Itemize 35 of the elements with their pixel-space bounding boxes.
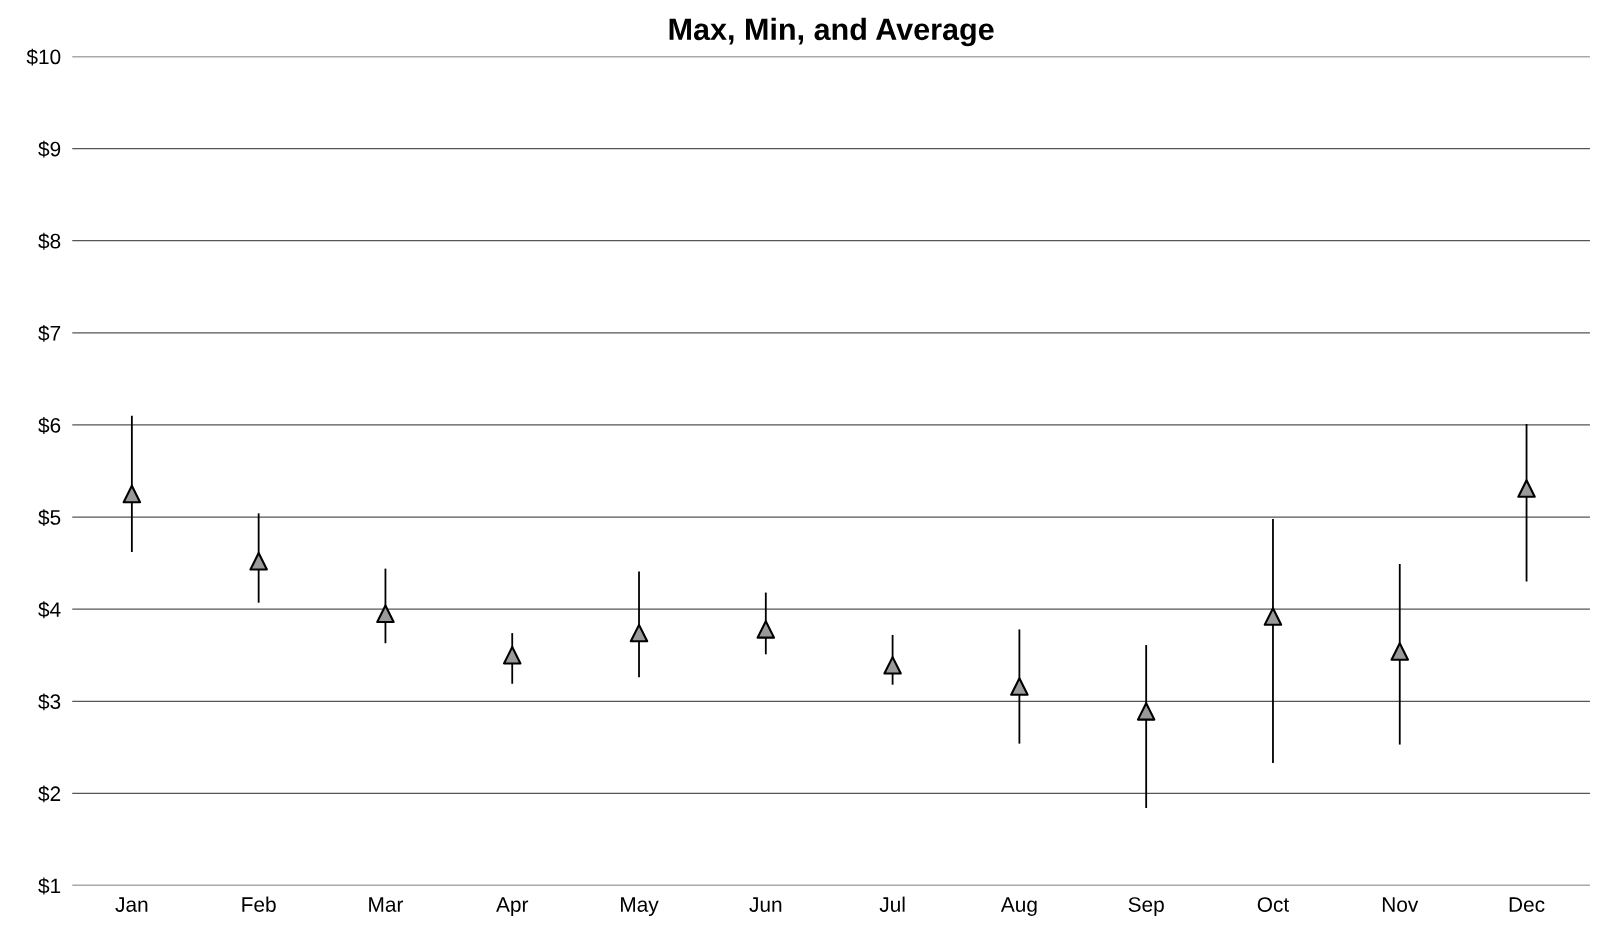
y-tick-label: $9: [38, 140, 61, 158]
point: [1136, 702, 1156, 721]
point: [629, 623, 649, 643]
x-tick-label: Dec: [1509, 897, 1545, 912]
point: [883, 656, 902, 675]
y-tick-label: $2: [38, 785, 61, 803]
x-tick-label: Jul: [879, 896, 905, 912]
point: [1517, 479, 1536, 498]
x-tick-label: Jun: [749, 897, 782, 912]
y-tick-label: $3: [38, 693, 61, 711]
y-tick-label: $8: [38, 232, 61, 250]
x-tick-label: Aug: [1000, 897, 1037, 917]
x-tick-label: Nov: [1382, 897, 1419, 912]
x-tick-label: Sep: [1128, 897, 1164, 917]
y-tick-label: $1: [38, 877, 61, 895]
point: [502, 645, 522, 665]
x-tick-label: Oct: [1257, 897, 1290, 912]
point: [376, 604, 395, 624]
chart-title: Max, Min, and Average: [669, 17, 994, 47]
point: [249, 552, 268, 571]
x-tick-label: Feb: [242, 896, 276, 912]
point: [122, 484, 142, 504]
y-tick-label: $4: [38, 601, 61, 619]
y-tick-label: $10: [26, 48, 61, 66]
y-tick-label: $6: [38, 417, 61, 434]
point: [756, 620, 776, 639]
x-tick-label: Jan: [115, 897, 148, 912]
x-tick-label: May: [621, 897, 659, 917]
x-tick-label: Apr: [496, 897, 529, 917]
y-tick-label: $7: [38, 324, 61, 342]
x-tick-label: Mar: [369, 897, 404, 912]
y-tick-label: $5: [38, 509, 61, 527]
point: [1263, 607, 1283, 626]
point: [1010, 677, 1029, 696]
point: [1390, 642, 1410, 661]
